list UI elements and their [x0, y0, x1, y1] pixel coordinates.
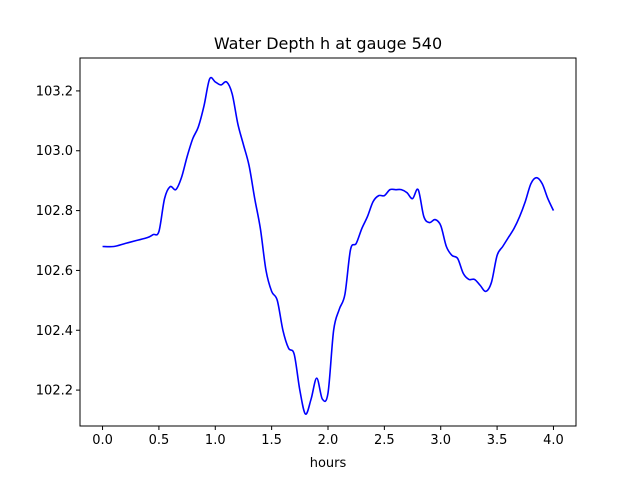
x-tick-label: 2.5	[374, 433, 395, 448]
x-axis-label: hours	[310, 456, 347, 471]
x-tick-label: 2.0	[318, 433, 339, 448]
y-axis: 102.2 102.4 102.6 102.8 103.0 103.2	[36, 84, 80, 399]
x-tick-label: 3.5	[487, 433, 508, 448]
x-axis: 0.0 0.5 1.0 1.5 2.0 2.5 3.0 3.5 4.0	[92, 426, 564, 448]
x-tick-label: 1.5	[261, 433, 282, 448]
y-tick-label: 102.4	[36, 324, 73, 339]
x-tick-label: 0.0	[92, 433, 113, 448]
y-tick-label: 102.8	[36, 204, 73, 219]
chart-title: Water Depth h at gauge 540	[214, 34, 442, 53]
y-tick-label: 102.6	[36, 264, 73, 279]
y-tick-label: 102.2	[36, 384, 73, 399]
x-tick-label: 1.0	[205, 433, 226, 448]
y-tick-label: 103.0	[36, 144, 73, 159]
plot-area	[102, 76, 555, 415]
series-line-0	[102, 76, 555, 415]
x-tick-label: 0.5	[149, 433, 170, 448]
x-tick-label: 3.0	[430, 433, 451, 448]
y-tick-label: 103.2	[36, 84, 73, 99]
x-tick-label: 4.0	[543, 433, 564, 448]
plot-frame	[79, 57, 577, 427]
